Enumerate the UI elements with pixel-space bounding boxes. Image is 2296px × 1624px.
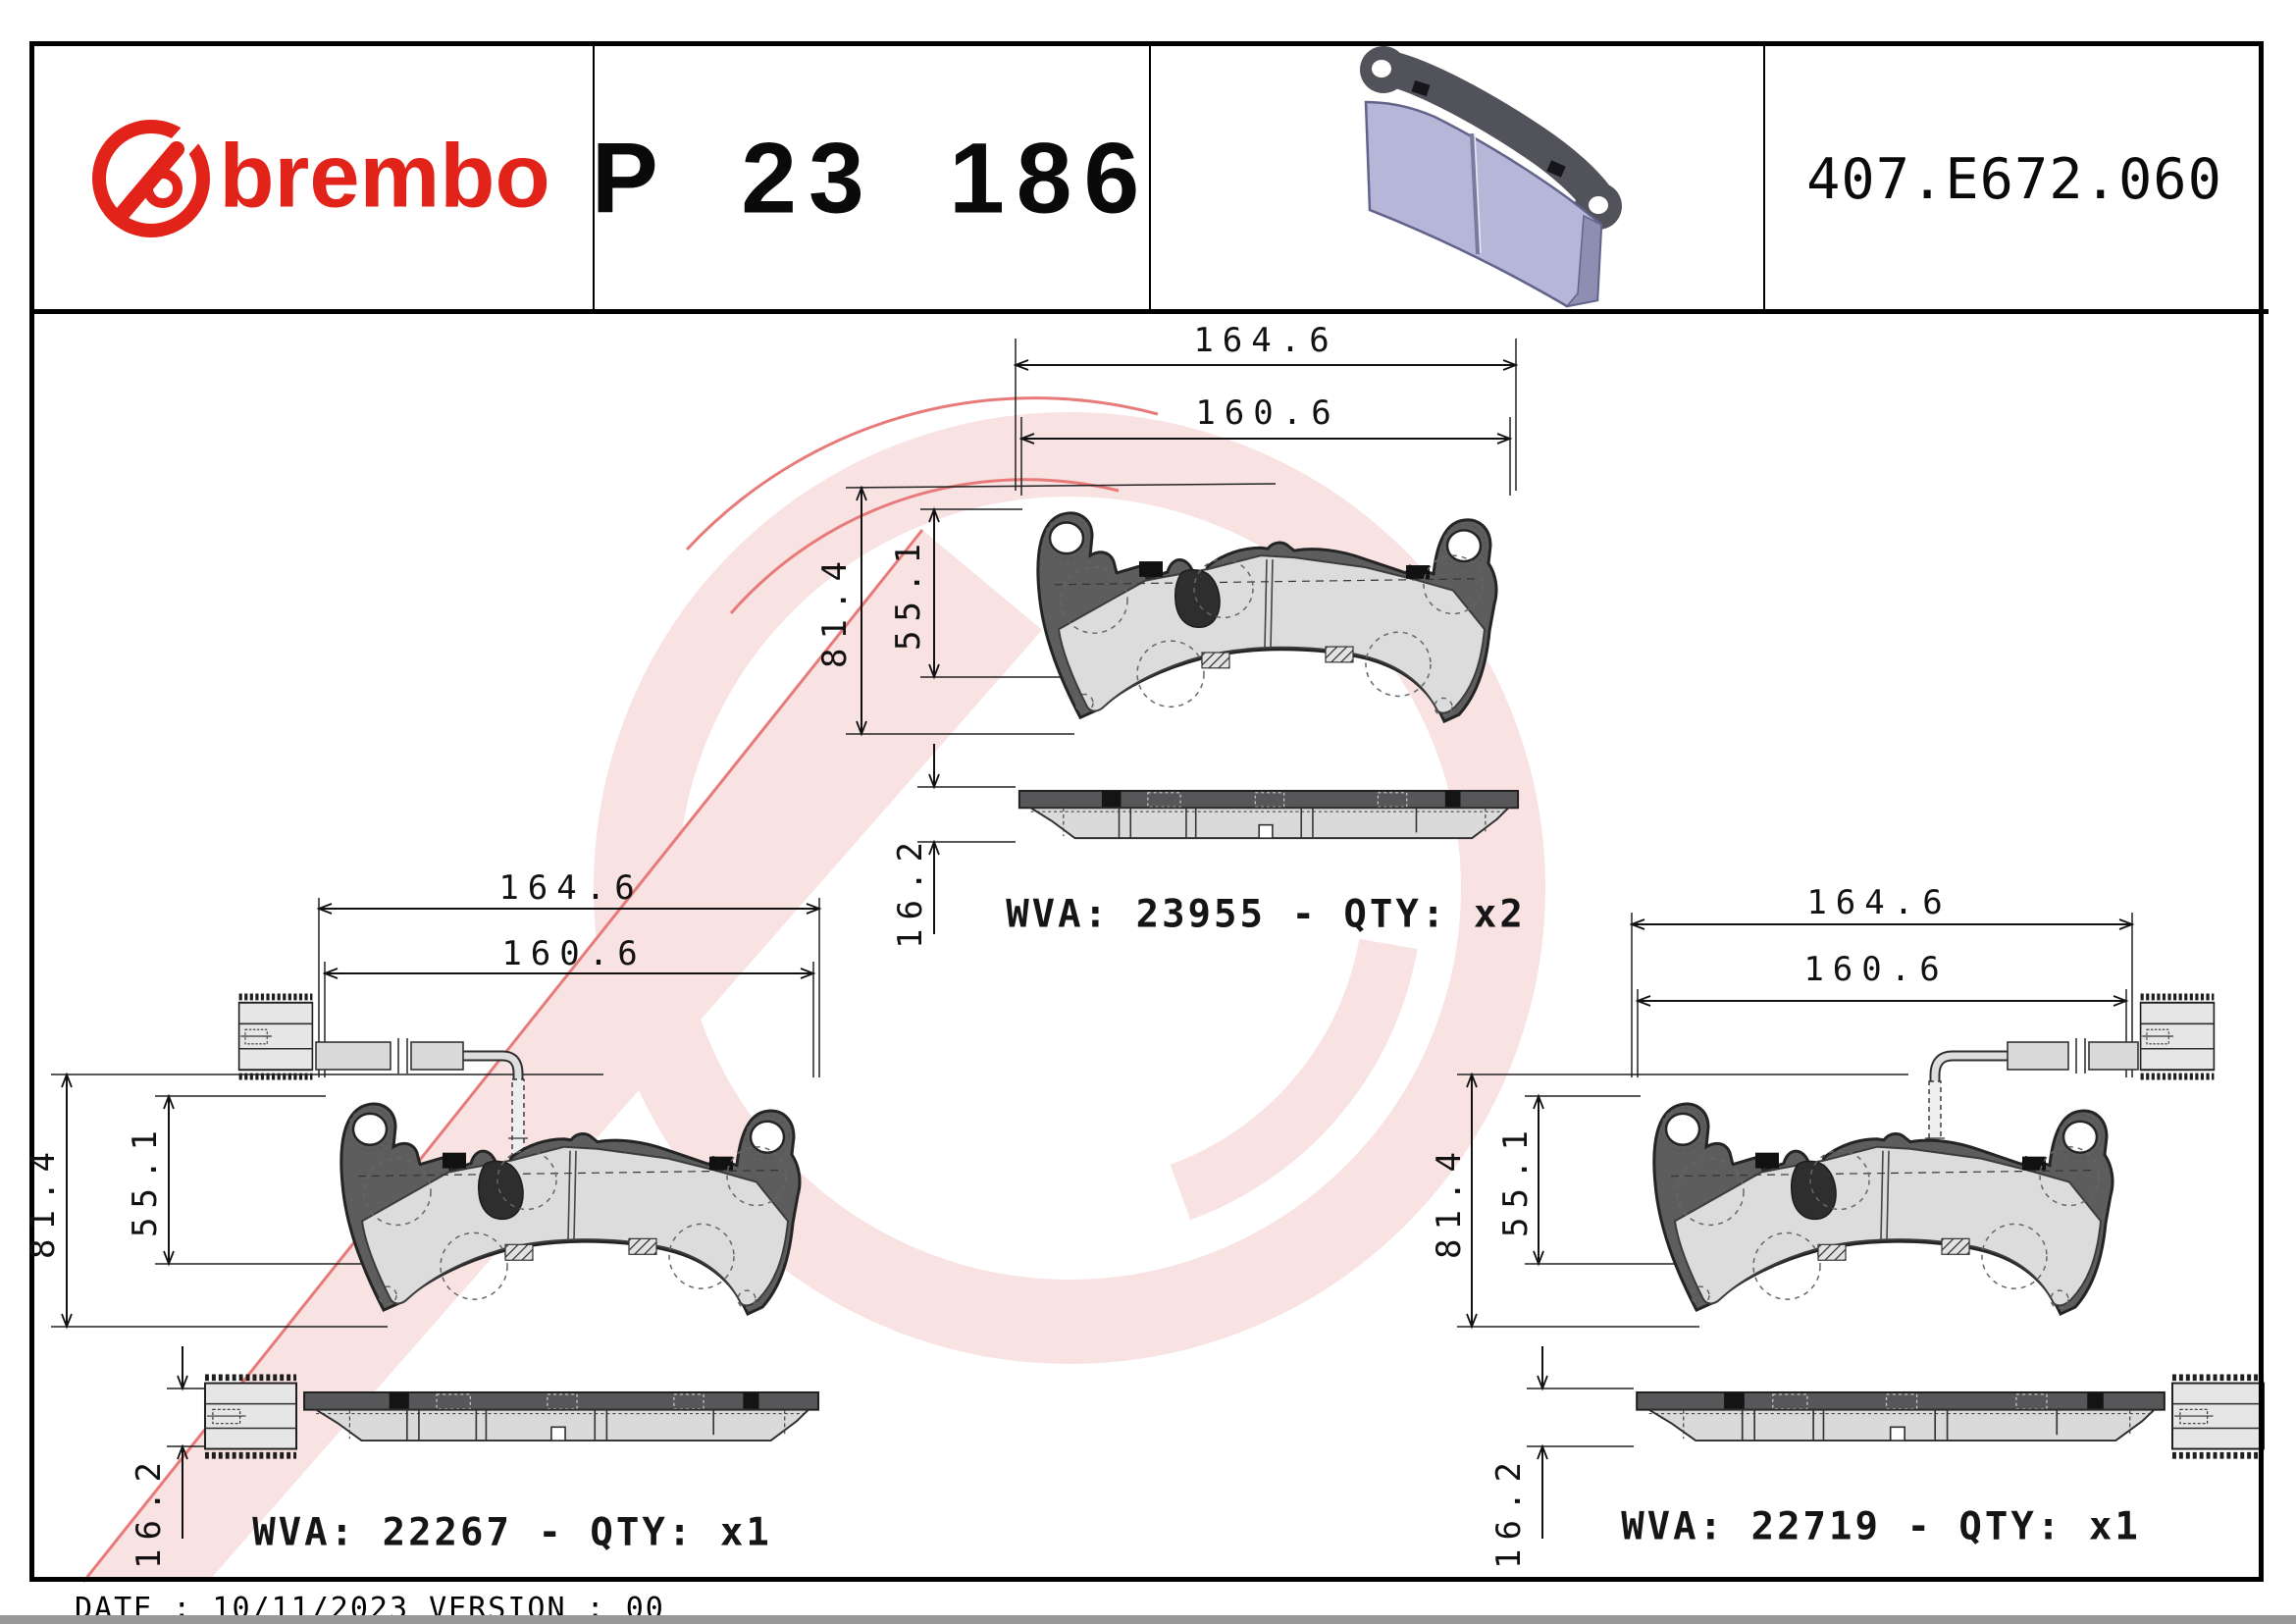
dim-overall-height: 81.4 (24, 1143, 63, 1259)
header-divider-horizontal (29, 309, 2269, 314)
header-divider-1 (593, 46, 595, 309)
dim-pad-width: 160.6 (1195, 393, 1340, 433)
dim-thickness: 16.2 (130, 1453, 169, 1569)
drawing-pad-sensor-left (51, 898, 819, 1539)
dim-overall-width: 164.6 (1193, 321, 1338, 360)
bottom-edge-strip (0, 1615, 2296, 1624)
part-number: P 23 186 (591, 122, 1152, 235)
dim-thickness: 16.2 (1489, 1453, 1529, 1569)
dim-overall-height: 81.4 (1430, 1143, 1469, 1259)
drawing-pad-plain (845, 339, 1520, 934)
pad-3d-render (1360, 46, 1622, 308)
dim-pad-width: 160.6 (501, 934, 647, 973)
wva-label: WVA: 22267 - QTY: x1 (252, 1510, 772, 1555)
wva-label: WVA: 23955 - QTY: x2 (1006, 892, 1526, 937)
brembo-logo-icon (92, 120, 210, 237)
dim-pad-width: 160.6 (1803, 950, 1949, 989)
dim-thickness: 16.2 (891, 833, 930, 949)
dim-overall-height: 81.4 (815, 552, 855, 668)
header-divider-3 (1763, 46, 1765, 309)
header-divider-2 (1149, 46, 1151, 309)
wva-label: WVA: 22719 - QTY: x1 (1621, 1504, 2141, 1549)
dim-pad-height: 55.1 (126, 1122, 165, 1237)
catalog-code: 407.E672.060 (1806, 147, 2222, 212)
dim-overall-width: 164.6 (1806, 883, 1952, 922)
dim-pad-height: 55.1 (1496, 1122, 1536, 1237)
page-border (29, 41, 2264, 1582)
dim-pad-height: 55.1 (889, 535, 928, 651)
dim-overall-width: 164.6 (498, 868, 644, 908)
brand-wordmark: brembo (219, 126, 550, 227)
brembo-watermark-background (81, 396, 1545, 1583)
drawing-pad-sensor-right (1457, 913, 2264, 1539)
